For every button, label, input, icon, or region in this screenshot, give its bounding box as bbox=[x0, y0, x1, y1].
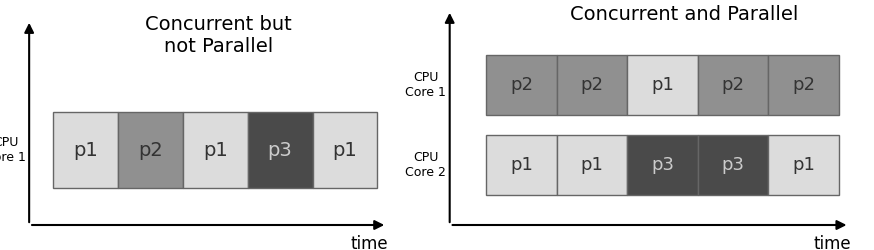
Bar bbox=[697, 55, 768, 115]
Text: p2: p2 bbox=[510, 76, 533, 94]
Bar bbox=[557, 55, 628, 115]
Text: p3: p3 bbox=[651, 156, 674, 174]
Bar bbox=[768, 135, 839, 195]
Text: CPU
Core 1: CPU Core 1 bbox=[406, 71, 446, 99]
Text: time: time bbox=[350, 235, 388, 250]
Text: Concurrent and Parallel: Concurrent and Parallel bbox=[570, 5, 798, 24]
Text: p3: p3 bbox=[722, 156, 745, 174]
Text: p1: p1 bbox=[73, 140, 98, 160]
Bar bbox=[628, 135, 697, 195]
Bar bbox=[183, 112, 247, 188]
Bar bbox=[486, 55, 557, 115]
Text: CPU
Core 2: CPU Core 2 bbox=[406, 151, 446, 179]
Bar bbox=[486, 135, 557, 195]
Text: p3: p3 bbox=[267, 140, 293, 160]
Bar bbox=[628, 55, 697, 115]
Bar bbox=[53, 112, 118, 188]
Text: p2: p2 bbox=[138, 140, 163, 160]
Bar bbox=[557, 135, 628, 195]
Text: p2: p2 bbox=[792, 76, 815, 94]
Text: p1: p1 bbox=[792, 156, 815, 174]
Bar bbox=[768, 55, 839, 115]
Bar bbox=[697, 135, 768, 195]
Bar bbox=[313, 112, 378, 188]
Bar bbox=[247, 112, 313, 188]
Text: p1: p1 bbox=[333, 140, 357, 160]
Text: CPU
Core 1: CPU Core 1 bbox=[0, 136, 26, 164]
Text: p1: p1 bbox=[203, 140, 227, 160]
Text: Concurrent but
not Parallel: Concurrent but not Parallel bbox=[145, 15, 292, 56]
Text: p1: p1 bbox=[651, 76, 674, 94]
Text: p2: p2 bbox=[580, 76, 604, 94]
Text: p1: p1 bbox=[510, 156, 533, 174]
Text: p2: p2 bbox=[722, 76, 745, 94]
Text: time: time bbox=[813, 235, 850, 250]
Bar bbox=[118, 112, 183, 188]
Text: p1: p1 bbox=[580, 156, 604, 174]
